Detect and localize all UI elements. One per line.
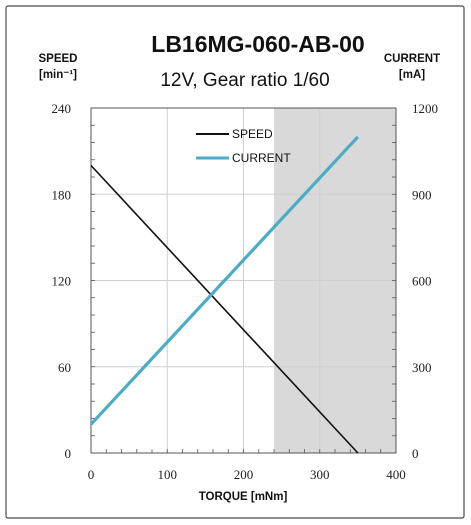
y-left-tick-label: 240 — [52, 101, 72, 116]
x-tick-label: 200 — [234, 467, 254, 482]
y-right-tick-label: 900 — [412, 187, 432, 202]
legend-label-current: CURRENT — [232, 151, 291, 165]
right-axis-title-line1: CURRENT — [384, 53, 440, 65]
left-axis-title-line2: [min⁻¹] — [39, 69, 77, 81]
y-left-tick-label: 60 — [58, 360, 71, 375]
tick-labels: 0 100 200 300 400 0 60 120 180 240 0 300 600 900 1200 — [52, 101, 439, 482]
x-tick-label: 300 — [310, 467, 330, 482]
chart-subtitle: 12V, Gear ratio 1/60 — [160, 70, 329, 91]
legend-label-speed: SPEED — [232, 127, 273, 141]
x-axis-title: TORQUE [mNm] — [199, 491, 288, 503]
y-right-tick-label: 300 — [412, 360, 432, 375]
x-tick-label: 0 — [88, 467, 95, 482]
y-right-tick-label: 600 — [412, 274, 432, 289]
legend: SPEED CURRENT — [196, 127, 291, 165]
right-axis-title-line2: [mA] — [399, 69, 425, 81]
y-left-tick-label: 180 — [52, 187, 72, 202]
chart-title: LB16MG-060-AB-00 — [151, 31, 364, 57]
y-left-tick-label: 120 — [52, 274, 72, 289]
series-line-current — [89, 135, 360, 426]
x-tick-label: 100 — [158, 467, 178, 482]
y-left-tick-label: 0 — [65, 446, 72, 461]
plot-area — [89, 107, 397, 454]
y-right-tick-label: 0 — [412, 446, 419, 461]
y-right-tick-label: 1200 — [412, 101, 438, 116]
plot-border — [90, 107, 397, 454]
x-tick-label: 400 — [386, 467, 406, 482]
left-axis-title-line1: SPEED — [39, 53, 78, 65]
series-line-speed — [90, 164, 359, 454]
